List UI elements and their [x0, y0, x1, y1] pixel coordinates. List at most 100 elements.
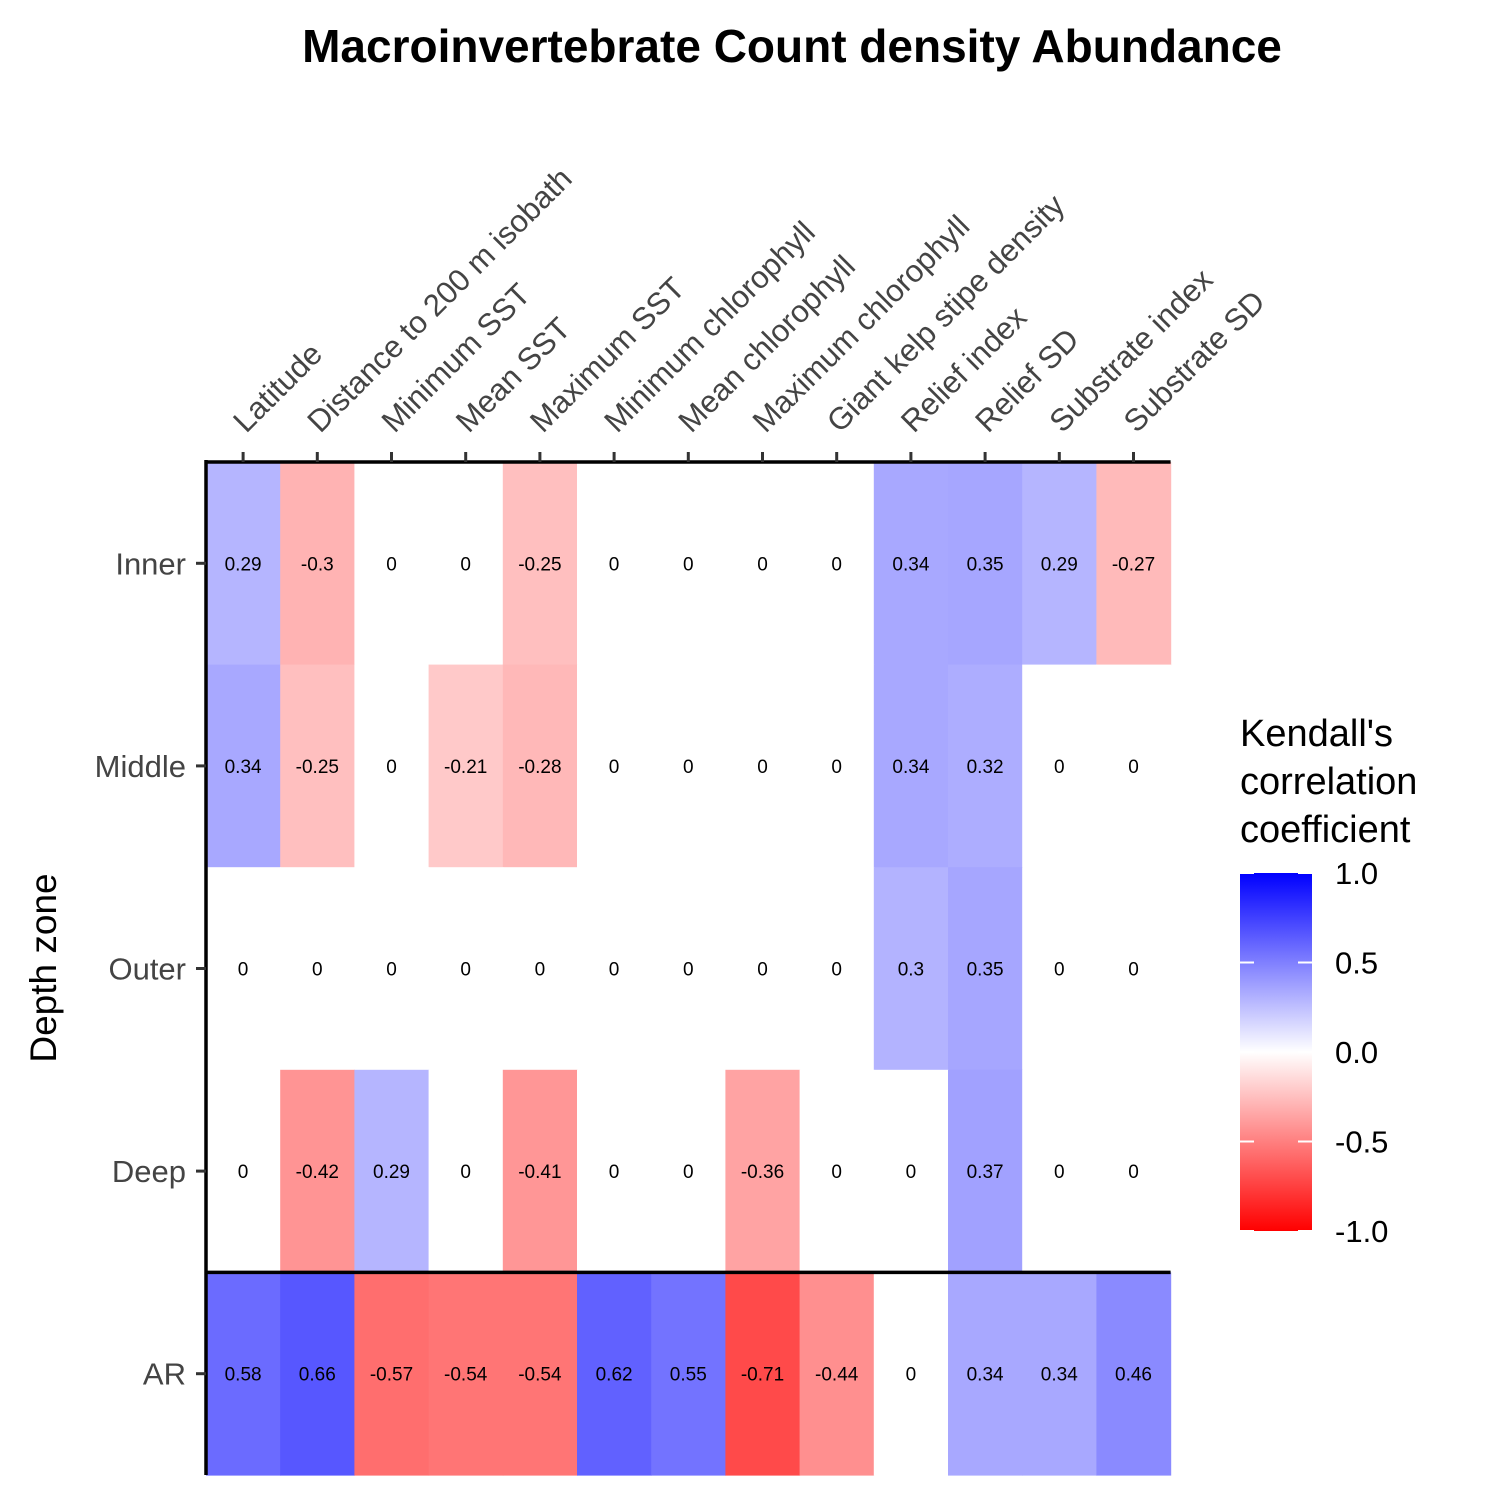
cell-value-label: -0.42 — [296, 1162, 339, 1183]
heatmap-cell — [206, 867, 281, 1071]
heatmap-cell — [1096, 664, 1172, 868]
heatmap-cell — [354, 867, 430, 1071]
cell-value-label: -0.71 — [741, 1365, 784, 1386]
heatmap-cell — [428, 1069, 504, 1273]
cell-value-label: -0.3 — [301, 554, 334, 575]
cell-value-label: 0.46 — [1115, 1365, 1152, 1386]
heatmap-cell — [948, 664, 1023, 868]
heatmap-cell — [577, 1069, 652, 1273]
cell-value-label: 0 — [1128, 757, 1139, 778]
heatmap-cell — [799, 867, 875, 1071]
cell-value-label: 0 — [609, 960, 620, 981]
heatmap-cell — [206, 462, 281, 666]
legend-tick-label: 0.5 — [1335, 946, 1378, 981]
cell-value-label: 0 — [757, 757, 768, 778]
heatmap-cell — [1096, 462, 1172, 666]
cell-value-label: 0 — [683, 1162, 694, 1183]
cell-value-label: 0.35 — [967, 960, 1004, 981]
cell-value-label: 0 — [460, 1162, 471, 1183]
cell-value-label: 0 — [831, 1162, 842, 1183]
heatmap-cell — [873, 462, 949, 666]
cell-value-label: -0.21 — [444, 757, 487, 778]
cell-value-label: 0 — [386, 554, 397, 575]
y-tick-label: Middle — [95, 749, 186, 784]
heatmap-cell — [428, 1272, 504, 1476]
heatmap-cell — [651, 1069, 726, 1273]
legend-tick-label: -1.0 — [1335, 1214, 1388, 1249]
heatmap-cell — [948, 1069, 1023, 1273]
legend-tick-label: 0.0 — [1335, 1035, 1378, 1070]
heatmap-cell — [948, 867, 1023, 1071]
heatmap-cell — [799, 462, 875, 666]
heatmap-cell — [725, 867, 801, 1071]
cell-value-label: 0.34 — [1041, 1365, 1078, 1386]
cell-value-label: 0 — [238, 960, 249, 981]
heatmap-cell — [725, 462, 801, 666]
cell-value-label: -0.36 — [741, 1162, 784, 1183]
heatmap-cell — [206, 1272, 281, 1476]
heatmap-cell — [577, 867, 652, 1071]
heatmap-cell — [799, 1069, 875, 1273]
cell-value-label: -0.44 — [815, 1365, 859, 1386]
cell-value-label: 0 — [757, 960, 768, 981]
heatmap-cell — [873, 867, 949, 1071]
cell-value-label: 0.62 — [596, 1365, 633, 1386]
legend-tick-label: 1.0 — [1335, 856, 1378, 891]
cell-value-label: 0 — [683, 554, 694, 575]
cell-value-label: 0.29 — [1041, 554, 1078, 575]
cell-value-label: 0.58 — [225, 1365, 262, 1386]
heatmap-cell — [280, 462, 355, 666]
heatmap-cell — [651, 664, 726, 868]
cell-value-label: 0.29 — [373, 1162, 410, 1183]
heatmap-cell — [280, 867, 355, 1071]
legend-ticks: 1.0 0.5 0.0 -0.5 -1.0 — [1240, 856, 1388, 1249]
heatmap-cell — [873, 1272, 949, 1476]
heatmap-cell — [354, 1272, 430, 1476]
heatmap-cell — [873, 1069, 949, 1273]
legend: Kendall's correlation coefficient 1.0 0.5… — [1240, 713, 1417, 1249]
cell-value-label: 0 — [683, 960, 694, 981]
heatmap-cell — [1022, 1069, 1097, 1273]
cell-value-label: 0.34 — [892, 554, 929, 575]
cell-value-label: 0.32 — [967, 757, 1004, 778]
cell-value-label: -0.25 — [296, 757, 339, 778]
heatmap-cell — [725, 664, 801, 868]
cell-value-label: 0 — [1128, 1162, 1139, 1183]
cell-value-label: 0.34 — [225, 757, 262, 778]
cell-value-label: -0.57 — [370, 1365, 413, 1386]
heatmap-cell — [502, 1272, 578, 1476]
heatmap-cell — [280, 664, 355, 868]
heatmap-cell — [206, 664, 281, 868]
y-tick-label: Deep — [112, 1154, 186, 1189]
heatmap-cell — [651, 462, 726, 666]
cell-value-label: 0 — [757, 554, 768, 575]
cell-value-label: 0 — [906, 1365, 917, 1386]
heatmap-cell — [206, 1069, 281, 1273]
heatmap-cell — [1096, 867, 1172, 1071]
heatmap-cell — [1096, 1069, 1172, 1273]
heatmap-cell — [280, 1272, 355, 1476]
cell-value-label: 0.29 — [225, 554, 262, 575]
heatmap-cell — [502, 664, 578, 868]
cell-value-label: 0 — [609, 1162, 620, 1183]
heatmap-cell — [1022, 462, 1097, 666]
cell-value-label: 0 — [831, 960, 842, 981]
cell-value-label: 0 — [386, 757, 397, 778]
cell-value-label: 0 — [609, 554, 620, 575]
heatmap-cell — [502, 867, 578, 1071]
heatmap-cell — [577, 1272, 652, 1476]
y-tick-label: AR — [143, 1357, 186, 1392]
cell-value-label: 0 — [1054, 757, 1065, 778]
cell-value-label: 0 — [1128, 960, 1139, 981]
cell-value-label: 0 — [1054, 960, 1065, 981]
cell-value-label: 0.34 — [967, 1365, 1004, 1386]
heatmap-cell — [354, 462, 430, 666]
legend-title-line-1: Kendall's — [1240, 713, 1393, 755]
heatmap-cell — [577, 462, 652, 666]
heatmap-cell — [651, 1272, 726, 1476]
cell-value-label: -0.28 — [518, 757, 561, 778]
y-tick-label: Inner — [115, 546, 186, 581]
heatmap-cell — [428, 664, 504, 868]
y-tick-labels: Inner Middle Outer Deep AR — [95, 546, 206, 1392]
